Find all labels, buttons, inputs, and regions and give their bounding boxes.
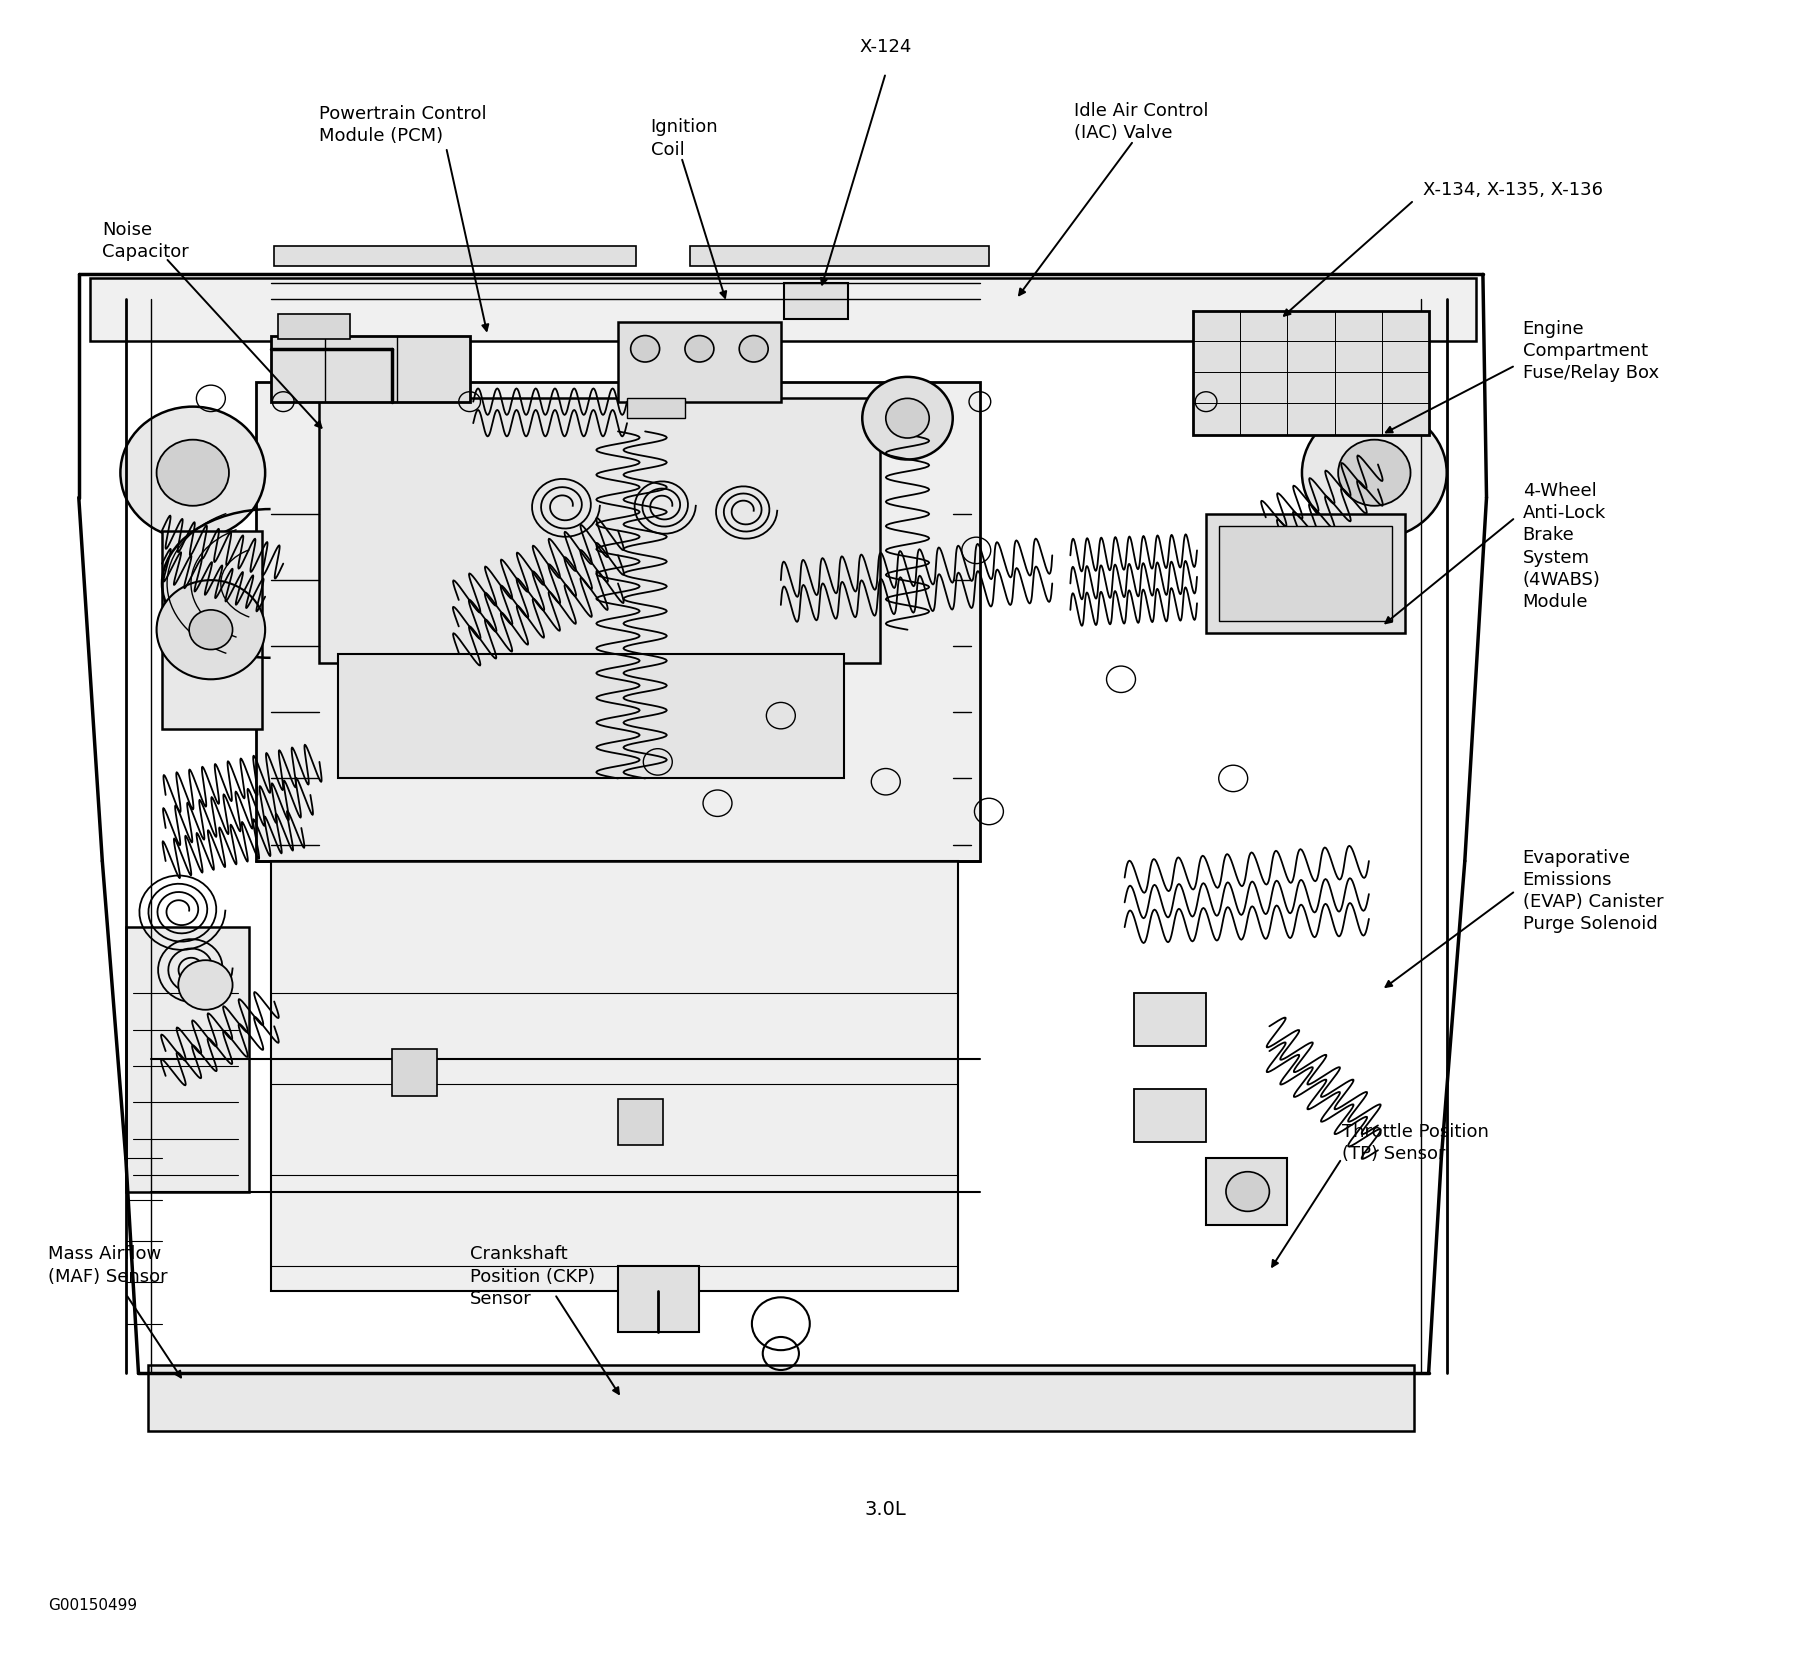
Bar bbox=[89, 278, 1475, 341]
Text: Noise
Capacitor: Noise Capacitor bbox=[102, 220, 189, 260]
Circle shape bbox=[862, 378, 952, 461]
Bar bbox=[1204, 1158, 1286, 1225]
Bar bbox=[125, 928, 249, 1191]
Text: 4-Wheel
Anti-Lock
Brake
System
(4WABS)
Module: 4-Wheel Anti-Lock Brake System (4WABS) M… bbox=[1522, 482, 1605, 611]
Circle shape bbox=[189, 610, 232, 650]
Bar bbox=[1204, 515, 1404, 633]
Bar bbox=[689, 247, 989, 267]
Bar bbox=[617, 1266, 698, 1332]
Bar bbox=[617, 323, 780, 403]
Circle shape bbox=[120, 408, 265, 540]
Bar bbox=[278, 315, 350, 340]
Text: X-134, X-135, X-136: X-134, X-135, X-136 bbox=[1422, 181, 1602, 199]
Text: Evaporative
Emissions
(EVAP) Canister
Purge Solenoid: Evaporative Emissions (EVAP) Canister Pu… bbox=[1522, 848, 1662, 933]
Bar bbox=[256, 383, 980, 862]
Circle shape bbox=[629, 336, 658, 363]
Bar bbox=[617, 1099, 662, 1145]
Circle shape bbox=[178, 961, 232, 1011]
Bar bbox=[319, 399, 880, 663]
Circle shape bbox=[738, 336, 767, 363]
Text: Crankshaft
Position (CKP)
Sensor: Crankshaft Position (CKP) Sensor bbox=[470, 1244, 595, 1307]
Bar bbox=[626, 399, 684, 419]
Bar bbox=[1217, 527, 1391, 621]
Bar bbox=[161, 532, 261, 729]
Bar bbox=[1134, 1089, 1204, 1142]
Bar bbox=[270, 336, 470, 403]
Text: Ignition
Coil: Ignition Coil bbox=[649, 118, 718, 159]
Bar bbox=[1134, 994, 1204, 1047]
Text: Throttle Position
(TP) Sensor: Throttle Position (TP) Sensor bbox=[1341, 1122, 1487, 1163]
Bar bbox=[392, 1051, 437, 1095]
Text: X-124: X-124 bbox=[860, 38, 911, 56]
Circle shape bbox=[1224, 1171, 1268, 1211]
Circle shape bbox=[156, 441, 229, 507]
Circle shape bbox=[684, 336, 713, 363]
Circle shape bbox=[885, 399, 929, 439]
Text: Idle Air Control
(IAC) Valve: Idle Air Control (IAC) Valve bbox=[1074, 101, 1208, 143]
Text: G00150499: G00150499 bbox=[47, 1597, 138, 1612]
Circle shape bbox=[156, 582, 265, 679]
Circle shape bbox=[1337, 441, 1409, 507]
Bar bbox=[147, 1365, 1413, 1432]
Text: 3.0L: 3.0L bbox=[865, 1500, 907, 1518]
Bar bbox=[270, 862, 958, 1291]
Bar bbox=[784, 283, 847, 320]
Bar bbox=[274, 247, 635, 267]
Text: Mass Airflow
(MAF) Sensor: Mass Airflow (MAF) Sensor bbox=[47, 1244, 167, 1284]
Bar bbox=[1194, 312, 1428, 436]
Bar bbox=[337, 655, 844, 779]
Text: Powertrain Control
Module (PCM): Powertrain Control Module (PCM) bbox=[319, 104, 486, 146]
Circle shape bbox=[1301, 408, 1446, 540]
Text: Engine
Compartment
Fuse/Relay Box: Engine Compartment Fuse/Relay Box bbox=[1522, 320, 1658, 383]
